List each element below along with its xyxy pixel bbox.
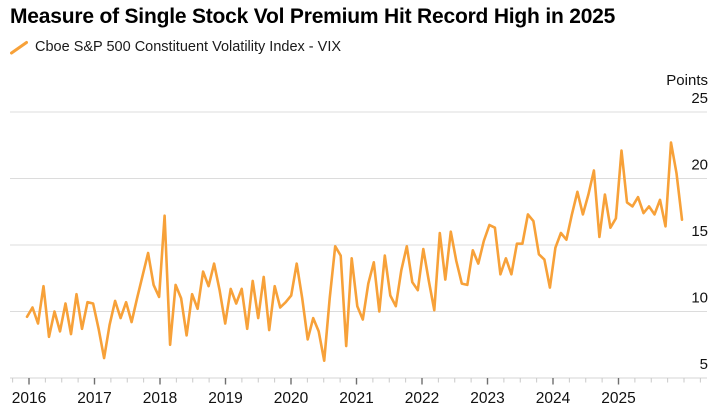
- line-series-swatch-icon: [10, 40, 28, 54]
- x-axis-year-label: 2019: [208, 390, 242, 407]
- legend: Cboe S&P 500 Constituent Volatility Inde…: [10, 39, 341, 55]
- y-axis-tick-label-15: 15: [691, 223, 708, 240]
- x-axis-year-label: 2023: [470, 390, 504, 407]
- x-axis-year-label: 2024: [536, 390, 571, 407]
- chart-title: Measure of Single Stock Vol Premium Hit …: [10, 5, 616, 28]
- axis-ticks-layer: [12, 378, 701, 385]
- y-axis-tick-label-25: 25: [691, 90, 708, 107]
- series-layer: [25, 141, 684, 363]
- gridlines-layer: [10, 111, 707, 379]
- x-axis-year-label: 2022: [405, 390, 439, 407]
- x-axis-year-label: 2025: [601, 390, 635, 407]
- legend-series-label: Cboe S&P 500 Constituent Volatility Inde…: [35, 39, 342, 55]
- y-axis-unit-label: Points: [666, 72, 708, 89]
- x-axis-year-label: 2016: [12, 390, 46, 407]
- axis-labels-layer: 2016 2017 2018 2019 2020 2021 2022 2023 2024 2025…: [12, 72, 708, 407]
- x-axis-year-label: 2018: [143, 390, 177, 407]
- y-axis-tick-label-5: 5: [700, 356, 708, 373]
- x-axis-year-label: 2017: [77, 390, 111, 407]
- vix-line-series: [25, 141, 684, 363]
- y-axis-tick-label-20: 20: [691, 157, 708, 174]
- x-axis-year-label: 2021: [339, 390, 373, 407]
- x-axis-year-label: 2020: [274, 390, 309, 407]
- y-axis-tick-label-10: 10: [691, 290, 708, 307]
